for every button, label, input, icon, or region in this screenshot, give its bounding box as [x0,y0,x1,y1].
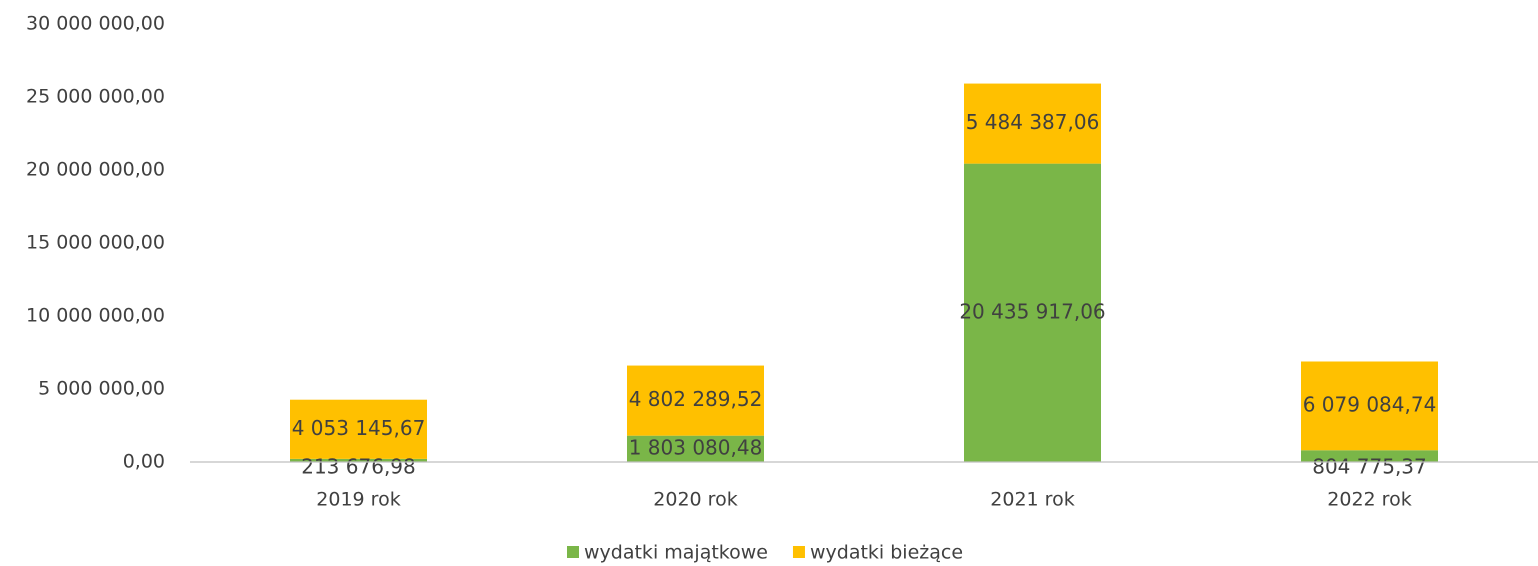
legend-swatch [567,546,579,558]
y-tick-label: 10 000 000,00 [26,305,165,327]
bar-segment [290,458,427,462]
bar-segment [964,83,1101,164]
data-label: 5 484 387,06 [966,110,1100,134]
data-label: 4 802 289,52 [629,387,763,411]
bar-segment [290,399,427,459]
bar-segment [1301,361,1438,451]
bar-segment [964,163,1101,462]
y-tick-label: 5 000 000,00 [38,378,165,400]
x-tick-label: 2022 rok [1327,489,1411,511]
y-tick-label: 25 000 000,00 [26,86,165,108]
y-tick-label: 30 000 000,00 [26,13,165,35]
x-tick-label: 2019 rok [316,489,400,511]
legend-swatch [792,546,805,558]
x-tick-label: 2020 rok [653,489,737,511]
bar-segment [627,365,764,436]
legend-label: wydatki bieżące [810,542,963,564]
bar-segment [627,435,764,462]
data-label: 213 676,98 [301,455,416,479]
data-label: 1 803 080,48 [629,435,763,459]
data-label: 804 775,37 [1312,455,1427,479]
y-tick-label: 0,00 [123,451,165,473]
x-tick-label: 2021 rok [990,489,1074,511]
data-label: 20 435 917,06 [959,299,1105,323]
data-label: 6 079 084,74 [1303,392,1437,416]
y-tick-label: 20 000 000,00 [26,159,165,181]
y-tick-label: 15 000 000,00 [26,232,165,254]
data-label: 4 053 145,67 [292,416,426,440]
legend-label: wydatki majątkowe [584,542,768,564]
bar-segment [1301,450,1438,462]
